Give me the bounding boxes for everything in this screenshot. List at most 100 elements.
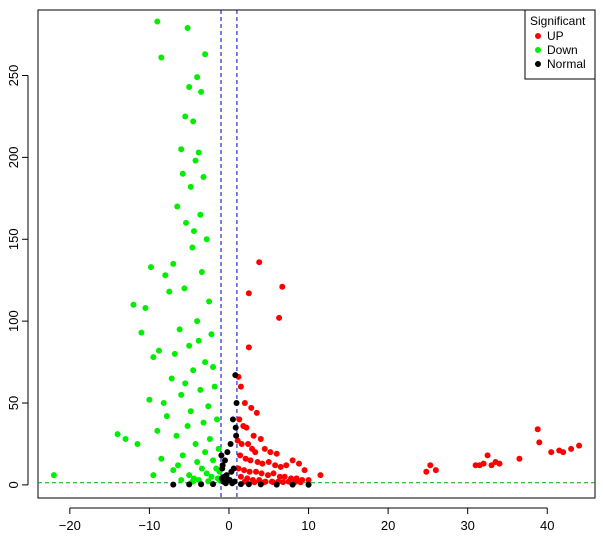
point-down	[182, 380, 189, 387]
point-up	[237, 473, 244, 480]
point-up	[252, 449, 259, 456]
point-up	[488, 462, 495, 469]
point-down	[197, 386, 204, 393]
point-down	[202, 51, 209, 58]
point-up	[516, 455, 523, 462]
legend-title: Significant	[530, 14, 586, 28]
y-axis: 0 50 100 150 200 250	[6, 65, 29, 489]
y-tick-label: 250	[6, 65, 21, 87]
point-down	[215, 445, 222, 452]
point-down	[202, 359, 209, 366]
point-up	[484, 452, 491, 459]
point-down	[186, 472, 193, 479]
y-tick-label: 200	[6, 147, 21, 169]
point-up	[317, 472, 324, 479]
point-up	[261, 445, 268, 452]
point-up	[235, 465, 242, 472]
point-up	[238, 440, 245, 447]
point-down	[190, 228, 197, 235]
point-down	[160, 400, 167, 407]
point-down	[200, 419, 207, 426]
point-normal	[257, 481, 264, 488]
point-normal	[222, 480, 229, 487]
point-down	[189, 244, 196, 251]
point-down	[186, 342, 193, 349]
point-normal	[218, 452, 225, 459]
point-up	[279, 283, 286, 290]
y-tick-label: 150	[6, 228, 21, 250]
point-up	[237, 452, 244, 459]
x-tick-label: 0	[225, 518, 232, 533]
point-down	[182, 113, 189, 120]
point-down	[192, 440, 199, 447]
legend-marker-normal	[535, 61, 541, 67]
point-down	[208, 331, 215, 338]
point-down	[166, 288, 173, 295]
point-up	[247, 457, 254, 464]
point-up	[241, 467, 248, 474]
point-up	[253, 468, 260, 475]
point-down	[179, 170, 186, 177]
point-down	[174, 203, 181, 210]
point-down	[194, 458, 201, 465]
point-down	[194, 74, 201, 81]
legend-box	[524, 9, 596, 80]
point-down	[173, 432, 180, 439]
point-down	[197, 211, 204, 218]
data-points	[50, 18, 583, 488]
x-tick-label: 40	[540, 518, 554, 533]
point-up	[536, 439, 543, 446]
point-up	[241, 400, 248, 407]
point-down	[150, 472, 157, 479]
point-up	[257, 436, 264, 443]
point-up	[496, 460, 503, 467]
point-down	[187, 183, 194, 190]
point-down	[154, 18, 161, 25]
point-down	[175, 462, 182, 469]
point-up	[272, 462, 279, 469]
point-up	[289, 457, 296, 464]
point-down	[130, 301, 137, 308]
point-normal	[232, 372, 239, 379]
point-down	[194, 318, 201, 325]
point-down	[184, 25, 191, 32]
x-tick-label: −20	[59, 518, 81, 533]
point-down	[210, 363, 217, 370]
point-normal	[229, 480, 236, 487]
point-down	[114, 431, 121, 438]
point-up	[277, 463, 284, 470]
point-up	[427, 462, 434, 469]
point-down	[158, 54, 165, 61]
point-up	[423, 468, 430, 475]
point-up	[243, 424, 250, 431]
point-down	[146, 396, 153, 403]
threshold-lines	[38, 10, 595, 498]
point-down	[162, 272, 169, 279]
point-down	[168, 375, 175, 382]
point-down	[198, 269, 205, 276]
point-down	[206, 298, 213, 305]
point-up	[267, 449, 274, 456]
point-down	[203, 236, 210, 243]
point-normal	[198, 481, 205, 488]
point-down	[179, 452, 186, 459]
point-down	[205, 403, 212, 410]
y-tick-label: 0	[6, 481, 21, 488]
point-up	[305, 476, 312, 483]
point-up	[273, 450, 280, 457]
x-tick-label: 20	[381, 518, 395, 533]
point-up	[258, 470, 265, 477]
point-up	[236, 416, 243, 423]
point-down	[214, 416, 221, 423]
point-normal	[233, 432, 240, 439]
point-up	[301, 467, 308, 474]
point-down	[178, 476, 185, 483]
point-normal	[170, 481, 177, 488]
point-up	[280, 479, 287, 486]
y-tick-label: 100	[6, 310, 21, 332]
y-tick-label: 50	[6, 396, 21, 410]
point-normal	[273, 481, 280, 488]
point-normal	[219, 465, 226, 472]
